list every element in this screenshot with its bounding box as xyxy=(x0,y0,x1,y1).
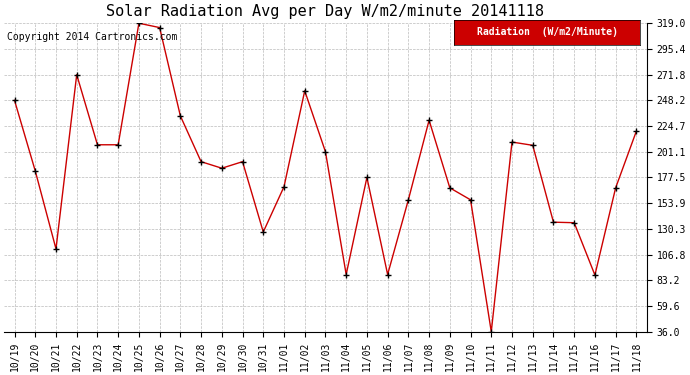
Text: Copyright 2014 Cartronics.com: Copyright 2014 Cartronics.com xyxy=(8,33,178,42)
Title: Solar Radiation Avg per Day W/m2/minute 20141118: Solar Radiation Avg per Day W/m2/minute … xyxy=(106,4,544,19)
